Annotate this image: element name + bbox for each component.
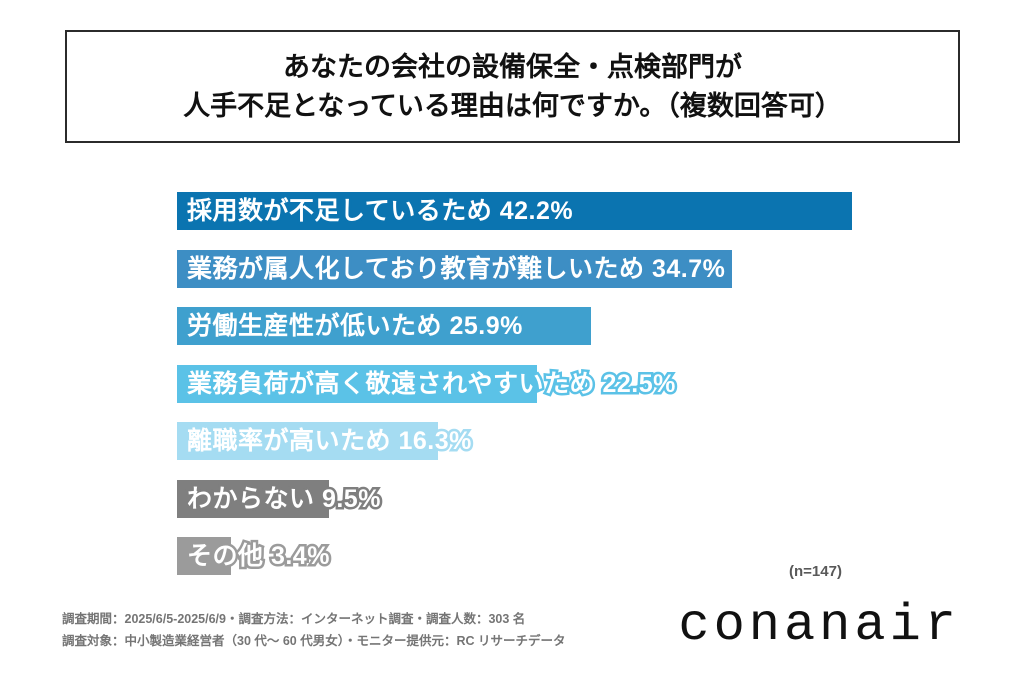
bar	[177, 192, 853, 230]
bar	[177, 422, 438, 460]
bar-label: 労働生産性が低いため 25.9%	[185, 310, 525, 343]
bar	[177, 249, 733, 288]
bar-row: 採用数が不足しているため 42.2%	[177, 192, 997, 230]
chart-title-box: あなたの会社の設備保全・点検部門が 人手不足となっている理由は何ですか。（複数回…	[65, 30, 960, 143]
bar-label: 業務負荷が高く敬遠されやすいため 22.5%	[185, 367, 678, 400]
bar-row: 離職率が高いため 16.3%	[177, 422, 997, 460]
survey-note-line2: 調査対象：中小製造業経営者（30 代～ 60 代男女）・モニター提供元：RC リ…	[62, 634, 566, 648]
bar	[177, 537, 232, 575]
bar-row: 業務負荷が高く敬遠されやすいため 22.5%	[177, 364, 997, 403]
bar-label: 業務が属人化しており教育が難しいため 34.7%	[184, 252, 727, 285]
bar	[177, 307, 592, 345]
sample-size-note: (n=147)	[789, 563, 842, 580]
chart-title-line2: 人手不足となっている理由は何ですか。（複数回答可）	[183, 90, 842, 121]
bar	[177, 364, 537, 403]
bar	[177, 479, 329, 518]
bar-row: わからない 9.5%	[177, 479, 997, 518]
bar-label: 離職率が高いため 16.3%	[185, 425, 474, 458]
bar-row: 労働生産性が低いため 25.9%	[177, 307, 997, 345]
bar-label: 採用数が不足しているため 42.2%	[184, 195, 575, 228]
survey-note-line1: 調査期間：2025/6/5-2025/6/9・調査方法：インターネット調査・調査…	[62, 612, 526, 626]
bar-chart: 採用数が不足しているため 42.2% 業務が属人化しており教育が難しいため 34.…	[177, 192, 997, 595]
survey-methodology-notes: 調査期間：2025/6/5-2025/6/9・調査方法：インターネット調査・調査…	[62, 608, 566, 652]
bar-label: その他 3.4%	[185, 540, 332, 573]
bar-row: 業務が属人化しており教育が難しいため 34.7%	[177, 249, 997, 288]
bar-row: その他 3.4%	[177, 537, 997, 575]
conanair-logo: conanair	[678, 596, 960, 655]
bar-label: わからない 9.5%	[185, 482, 383, 515]
chart-title-line1: あなたの会社の設備保全・点検部門が	[283, 51, 742, 82]
